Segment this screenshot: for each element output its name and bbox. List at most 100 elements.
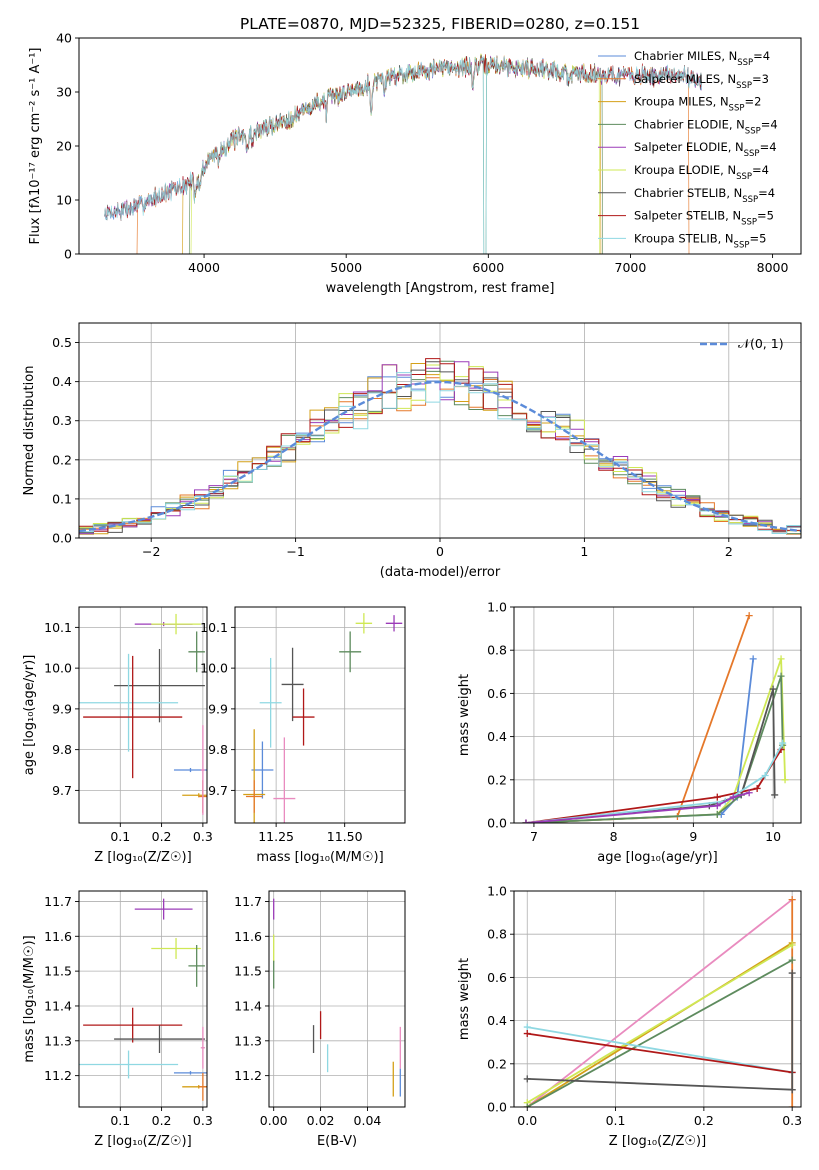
weight_vs_age-ytick-label-2: 0.4 [487, 729, 507, 744]
mass_vs_Z-point-6 [200, 1026, 205, 1069]
mass_vs_Z-point-7 [173, 1071, 207, 1075]
weight_vs_Z-marker-3-1 [788, 941, 796, 949]
weight_vs_Z-frame [513, 890, 802, 1108]
residuals-plot-area [79, 358, 801, 538]
weight_vs_Z-xtick-label-0: 0.0 [517, 1113, 537, 1128]
mass_vs_Z-point-3 [83, 1007, 183, 1043]
weight_vs_age-xlabel: age [log₁₀(age/yr)] [597, 850, 718, 865]
mass_vs_Z-ytick-label-0: 11.2 [44, 1068, 72, 1083]
mass_vs_ebv-xtick-label-1: 0.02 [307, 1113, 335, 1128]
residuals-ytick-label-4: 0.4 [52, 374, 72, 389]
weight_vs_Z-line-4 [526, 959, 793, 1107]
legend-label-2: Kroupa MILES, NSSP=2 [634, 95, 761, 114]
age_vs_mass-panel: 11.25 11.50 9.7 9.8 9.9 10.0 10.1 mass [log₁₀(M… [200, 606, 406, 865]
weight_vs_age-marker-4-4 [771, 791, 779, 799]
weight_vs_age-marker-2-4 [781, 776, 789, 784]
residuals-ylabel: Normed distribution [22, 366, 37, 496]
mass_vs_Z-ylabel: mass [log₁₀(M/M☉)] [22, 935, 37, 1062]
spectrum-ytick-label-0: 0 [64, 247, 72, 262]
age_vs_mass-ytick-label-0: 9.7 [208, 783, 228, 798]
legend-label-0: Chabrier MILES, NSSP=4 [634, 49, 770, 68]
mass_vs_ebv-xtick-label-2: 0.04 [354, 1113, 382, 1128]
spectrum-plot-area [104, 53, 702, 254]
mass_vs_ebv-panel: 0.00 0.02 0.04 11.2 11.3 11.4 11.5 11.6 11.7 E(B-… [234, 890, 406, 1149]
mass_vs_Z-ytick-label-2: 11.4 [44, 998, 72, 1013]
age_vs_Z-ytick-label-2: 9.9 [52, 701, 72, 716]
spectrum-line-kroupa-stelib [104, 56, 702, 254]
weight_vs_Z-plot-area [523, 896, 796, 1107]
mass_vs_Z-axes-frame: 0.1 0.2 0.3 11.2 11.3 11.4 11.5 11.6 11.7 Z [log₁… [22, 890, 213, 1149]
age_vs_Z-ytick-label-0: 9.7 [52, 783, 72, 798]
spectrum-panel: 4000 5000 6000 7000 8000 0 10 20 30 40 wavelength … [28, 31, 802, 296]
weight_vs_age-marker-5-1 [713, 793, 721, 801]
mass_vs_ebv-xtick-label-0: 0.00 [260, 1113, 288, 1128]
spectrum-ytick-label-4: 40 [56, 31, 72, 46]
weight_vs_age-axes-frame: 7 8 9 10 0.0 0.2 0.4 0.6 0.8 1.0 age [log₁₀(age/yr… [457, 600, 802, 865]
weight_vs_age-line-4 [525, 688, 776, 823]
weight_vs_Z-marker-4-0 [523, 1103, 531, 1107]
mass_vs_ebv-ytick-label-0: 11.2 [234, 1068, 262, 1083]
mass_vs_ebv-ytick-label-4: 11.6 [234, 929, 262, 944]
weight_vs_age-marker-7-2 [729, 793, 737, 801]
hist-kroupa-stelib [79, 372, 801, 538]
spectrum-xlabel: wavelength [Angstrom, rest frame] [326, 281, 555, 296]
residuals-ytick-label-1: 0.1 [52, 491, 72, 506]
age_vs_mass-point-2 [339, 631, 362, 673]
residuals-xtick-label-1: −1 [286, 544, 304, 559]
weight_vs_age-line-1 [525, 658, 755, 823]
weight_vs_age-line-2 [525, 658, 786, 823]
residuals-xlabel: (data-model)/error [380, 565, 501, 580]
weight_vs_Z-marker-6-0 [523, 1030, 531, 1038]
age_vs_mass-ytick-label-2: 9.9 [208, 701, 228, 716]
weight_vs_Z-axes-frame: 0.0 0.1 0.2 0.3 0.0 0.2 0.4 0.6 0.8 1.0 Z [log₁₀(Z… [457, 884, 802, 1150]
weight_vs_age-marker-3-3 [777, 672, 785, 680]
mass_vs_ebv-ytick-label-5: 11.7 [234, 894, 262, 909]
residuals-legend: 𝒩(0, 1) [700, 336, 784, 351]
mass_vs_ebv-ytick-label-2: 11.4 [234, 998, 262, 1013]
age_vs_Z-ytick-label-3: 10.0 [44, 661, 72, 676]
legend-label-4: Salpeter ELODIE, NSSP=4 [634, 140, 777, 159]
spectrum-ytick-label-3: 30 [56, 85, 72, 100]
weight_vs_Z-series-3 [523, 941, 796, 1107]
weight_vs_age-xtick-label-0: 7 [530, 829, 538, 844]
age_vs_Z-point-5 [83, 655, 183, 779]
age_vs_mass-xtick-label-1: 11.50 [327, 829, 363, 844]
age_vs_mass-point-8 [245, 780, 263, 813]
age_vs_Z-point-9 [200, 725, 205, 815]
age_vs_Z-point-4 [79, 653, 179, 752]
spectrum-xtick-label-1: 5000 [330, 260, 362, 275]
residuals-ytick-label-0: 0.0 [52, 531, 72, 546]
age_vs_mass-frame [234, 606, 406, 824]
weight_vs_age-xtick-label-1: 8 [610, 829, 618, 844]
legend-label-5: Kroupa ELODIE, NSSP=4 [634, 163, 769, 182]
age_vs_mass-ytick-label-3: 10.0 [200, 661, 228, 676]
age_vs_mass-ytick-label-1: 9.8 [208, 742, 228, 757]
weight_vs_Z-line-2 [526, 942, 793, 1107]
age_vs_mass-point-9 [273, 737, 296, 823]
weight_vs_age-ytick-label-4: 0.8 [487, 643, 507, 658]
residuals-xtick-label-4: 2 [725, 544, 733, 559]
age_vs_Z-xtick-label-2: 0.3 [193, 829, 213, 844]
weight_vs_Z-marker-8-1 [788, 969, 796, 977]
weight_vs_Z-series-0 [523, 896, 796, 1107]
weight_vs_age-series-6 [522, 739, 787, 823]
weight_vs_age-ytick-label-0: 0.0 [487, 816, 507, 831]
weight_vs_Z-marker-1-1 [788, 896, 796, 904]
mass_vs_Z-xlabel: Z [log₁₀(Z/Z☉)] [94, 1134, 191, 1149]
age_vs_Z-point-1 [151, 613, 201, 635]
weight_vs_Z-line-0 [526, 898, 793, 1107]
spectrum-ytick-label-2: 20 [56, 139, 72, 154]
weight_vs_age-marker-3-1 [713, 810, 721, 818]
weight_vs_Z-ytick-label-0: 0.0 [487, 1100, 507, 1115]
mass_vs_Z-ytick-label-4: 11.6 [44, 929, 72, 944]
legend-label-1: Salpeter MILES, NSSP=3 [634, 72, 769, 91]
weight_vs_age-panel: 7 8 9 10 0.0 0.2 0.4 0.6 0.8 1.0 age [log₁₀(age/yr… [457, 600, 802, 865]
spectrum-legend: Chabrier MILES, NSSP=4 Salpeter MILES, NS… [598, 49, 778, 250]
figure-title: PLATE=0870, MJD=52325, FIBERID=0280, z=0… [240, 15, 640, 33]
age_vs_mass-point-1 [355, 613, 373, 634]
weight_vs_age-ytick-label-1: 0.2 [487, 772, 507, 787]
mass_vs_Z-point-4 [114, 1025, 205, 1053]
weight_vs_age-marker-7-1 [713, 802, 721, 810]
weight_vs_Z-ytick-label-2: 0.4 [487, 1013, 507, 1028]
